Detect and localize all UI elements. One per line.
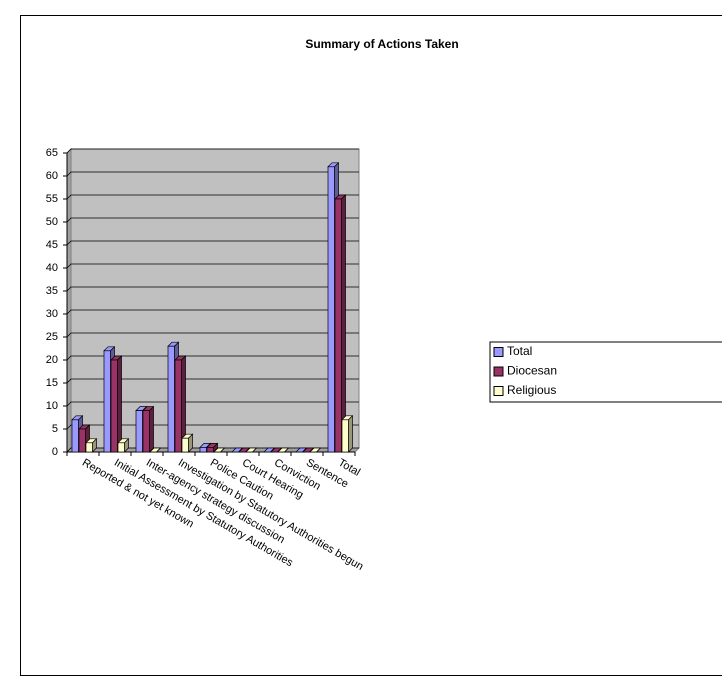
bar-side — [220, 447, 225, 453]
y-tick-label: 55 — [46, 193, 58, 205]
y-tick-label: 30 — [46, 308, 58, 320]
bar — [117, 442, 125, 453]
grid-line — [66, 171, 359, 177]
y-tick-label: 40 — [46, 262, 58, 274]
bar — [135, 410, 143, 453]
grid-line — [66, 148, 359, 154]
y-tick-label: 45 — [46, 239, 58, 251]
bar — [142, 410, 150, 453]
bar-side — [341, 194, 346, 453]
y-tick-label: 5 — [52, 423, 58, 435]
bar-side — [348, 414, 353, 453]
plot-side-wall — [66, 147, 72, 454]
legend-swatch — [493, 386, 504, 396]
grid-line — [66, 194, 359, 200]
bar-side — [316, 447, 321, 453]
legend-label: Diocesan — [507, 364, 557, 378]
grid-line — [66, 263, 359, 269]
bar — [181, 437, 189, 453]
grid-line — [66, 447, 359, 453]
y-tick-label: 65 — [46, 147, 58, 159]
y-tick-label: 60 — [46, 170, 58, 182]
grid-line — [66, 424, 359, 430]
bar-side — [149, 405, 154, 453]
bar-side — [117, 355, 122, 453]
y-tick-label: 15 — [46, 377, 58, 389]
bar — [71, 419, 79, 453]
legend-label: Total — [507, 344, 532, 358]
grid-line — [66, 286, 359, 292]
bar — [174, 359, 182, 453]
y-tick-label: 35 — [46, 285, 58, 297]
bar — [110, 359, 118, 453]
bar — [341, 419, 349, 453]
grid-line — [66, 332, 359, 338]
grid-line — [66, 378, 359, 384]
bar-side — [277, 447, 282, 453]
bar — [78, 428, 86, 453]
grid-line — [66, 240, 359, 246]
bar-side — [302, 447, 307, 453]
grid-line — [66, 355, 359, 361]
bar — [167, 345, 175, 453]
bar-side — [156, 447, 161, 453]
y-tick-label: 20 — [46, 354, 58, 366]
grid-line — [66, 401, 359, 407]
bar — [206, 447, 214, 453]
grid-line — [66, 309, 359, 315]
bar-side — [238, 447, 243, 453]
bar — [103, 350, 111, 453]
y-tick-label: 10 — [46, 400, 58, 412]
bar — [327, 166, 335, 453]
bar — [334, 198, 342, 453]
bar — [199, 447, 207, 453]
bar-side — [284, 447, 289, 453]
bar-side — [252, 447, 257, 453]
y-tick-label: 25 — [46, 331, 58, 343]
bar-side — [309, 447, 314, 453]
y-tick-label: 50 — [46, 216, 58, 228]
bar-side — [245, 447, 250, 453]
y-tick-label: 0 — [52, 446, 58, 458]
legend-label: Religious — [507, 383, 556, 397]
bar — [85, 442, 93, 453]
chart-title: Summary of Actions Taken — [305, 37, 458, 51]
legend-box — [489, 341, 722, 403]
legend-swatch — [493, 347, 504, 357]
legend-swatch — [493, 366, 504, 377]
bar-side — [270, 447, 275, 453]
grid-line — [66, 217, 359, 223]
